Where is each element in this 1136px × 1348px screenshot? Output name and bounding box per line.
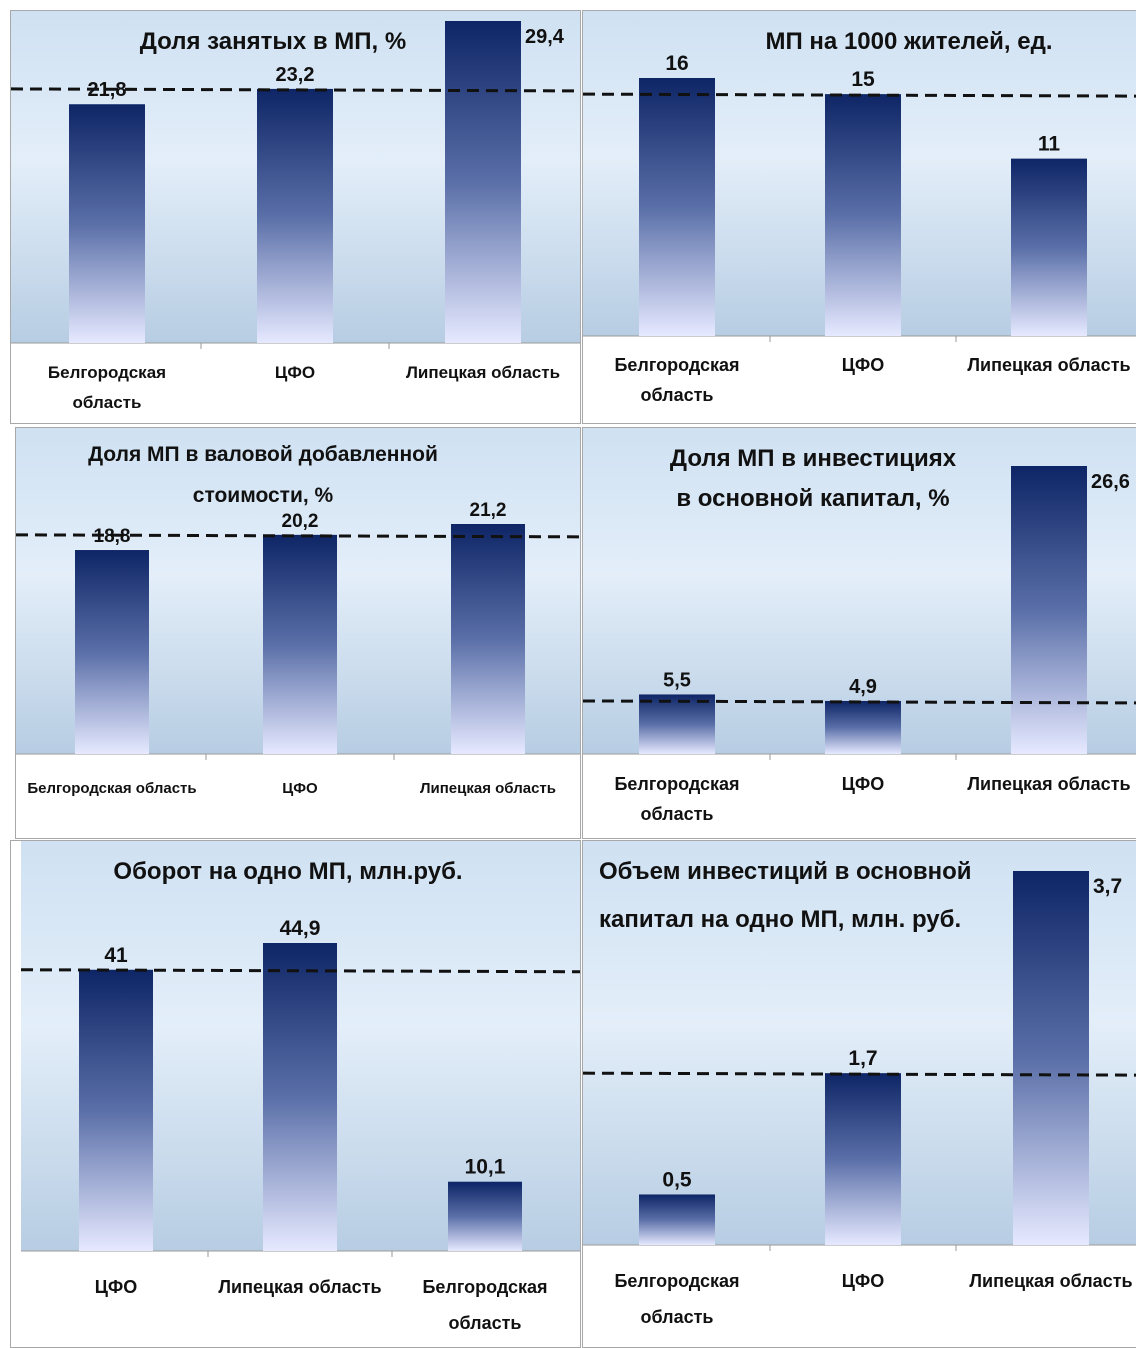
data-label: 10,1 bbox=[465, 1156, 506, 1179]
bar bbox=[1011, 466, 1087, 754]
category-label: Липецкая область bbox=[967, 774, 1130, 794]
bar bbox=[639, 1194, 715, 1245]
reference-line bbox=[583, 699, 1136, 705]
reference-line bbox=[583, 1071, 1136, 1077]
data-label: 16 bbox=[665, 52, 688, 75]
data-label: 4,9 bbox=[849, 676, 877, 698]
category-label: Белгородская bbox=[422, 1277, 547, 1297]
reference-line bbox=[583, 92, 1136, 98]
category-label: область bbox=[640, 385, 713, 405]
reference-line bbox=[20, 968, 580, 974]
chart-svg: 5,5 4,9 26,6 Доля МП в инвестициях в основно… bbox=[583, 428, 1136, 824]
bar bbox=[1013, 871, 1089, 1245]
data-label: 26,6 bbox=[1091, 471, 1130, 493]
category-label: область bbox=[640, 804, 713, 824]
bar bbox=[69, 104, 145, 343]
category-label: область bbox=[640, 1307, 713, 1327]
data-label: 29,4 bbox=[525, 26, 565, 48]
data-label: 0,5 bbox=[662, 1168, 692, 1191]
chart-title: Доля МП в инвестициях bbox=[670, 445, 957, 472]
bar bbox=[263, 943, 337, 1251]
bar bbox=[448, 1181, 522, 1251]
category-label: ЦФО bbox=[842, 355, 885, 375]
chart-title: Доля МП в валовой добавленной bbox=[88, 443, 438, 466]
category-label: Липецкая область bbox=[420, 780, 556, 797]
data-label: 23,2 bbox=[276, 64, 315, 86]
chart-panel-investment-per-sme: 0,5 1,7 3,7 Объем инвестиций в основной капи… bbox=[582, 840, 1136, 1348]
category-label: Белгородская область bbox=[27, 780, 196, 797]
bar bbox=[639, 78, 715, 336]
category-label: Липецкая область bbox=[969, 1271, 1132, 1291]
category-label: Белгородская bbox=[614, 355, 739, 375]
data-label: 20,2 bbox=[282, 511, 319, 532]
data-label: 1,7 bbox=[848, 1047, 877, 1070]
chart-title: в основной капитал, % bbox=[676, 485, 949, 512]
bar bbox=[263, 534, 337, 754]
category-label: ЦФО bbox=[95, 1277, 138, 1297]
category-label: Белгородская bbox=[614, 1271, 739, 1291]
bar bbox=[639, 694, 715, 754]
bar bbox=[825, 1073, 901, 1245]
bar bbox=[451, 524, 525, 754]
data-label: 44,9 bbox=[280, 917, 321, 940]
data-label: 11 bbox=[1038, 133, 1061, 156]
chart-panel-turnover-per-sme: 41 44,9 10,1 Оборот на одно МП, млн.руб. ЦФО… bbox=[10, 840, 581, 1348]
category-label: ЦФО bbox=[842, 1271, 885, 1291]
bar bbox=[257, 88, 333, 344]
chart-panel-employment-share: 21,8 23,2 29,4 Доля занятых в МП, % Белгород… bbox=[10, 10, 581, 424]
category-label: Липецкая область bbox=[406, 363, 560, 382]
category-label: Липецкая область bbox=[967, 355, 1130, 375]
chart-svg: 41 44,9 10,1 Оборот на одно МП, млн.руб. ЦФО… bbox=[20, 841, 580, 1333]
bar bbox=[445, 21, 521, 343]
bar bbox=[79, 969, 153, 1251]
chart-panel-investment-share: 5,5 4,9 26,6 Доля МП в инвестициях в основно… bbox=[582, 427, 1136, 839]
category-label: ЦФО bbox=[842, 774, 885, 794]
chart-title: Доля занятых в МП, % bbox=[140, 28, 406, 55]
bar bbox=[825, 94, 901, 336]
category-label: Липецкая область bbox=[218, 1277, 381, 1297]
category-label: область bbox=[448, 1313, 521, 1333]
chart-title: МП на 1000 жителей, ед. bbox=[766, 28, 1053, 55]
chart-title: Объем инвестиций в основной bbox=[599, 858, 972, 885]
chart-title: стоимости, % bbox=[193, 484, 334, 507]
category-label: ЦФО bbox=[282, 780, 318, 797]
chart-title: капитал на одно МП, млн. руб. bbox=[599, 906, 961, 933]
category-label: Белгородская bbox=[614, 774, 739, 794]
bar bbox=[1011, 158, 1087, 336]
chart-svg: 16 15 11 МП на 1000 жителей, ед. Белгородска… bbox=[583, 11, 1136, 405]
category-label: область bbox=[73, 393, 142, 412]
data-label: 21,2 bbox=[470, 500, 507, 521]
data-label: 5,5 bbox=[663, 669, 691, 691]
category-label: ЦФО bbox=[275, 363, 315, 382]
data-label: 15 bbox=[851, 68, 875, 91]
bar bbox=[75, 550, 149, 754]
chart-title: Оборот на одно МП, млн.руб. bbox=[113, 858, 462, 885]
category-label: Белгородская bbox=[48, 363, 166, 382]
data-label: 3,7 bbox=[1093, 875, 1122, 898]
bar bbox=[825, 700, 901, 754]
chart-svg: 0,5 1,7 3,7 Объем инвестиций в основной капи… bbox=[583, 841, 1136, 1327]
data-label: 41 bbox=[104, 944, 128, 967]
chart-panel-sme-per-1000: 16 15 11 МП на 1000 жителей, ед. Белгородска… bbox=[582, 10, 1136, 424]
